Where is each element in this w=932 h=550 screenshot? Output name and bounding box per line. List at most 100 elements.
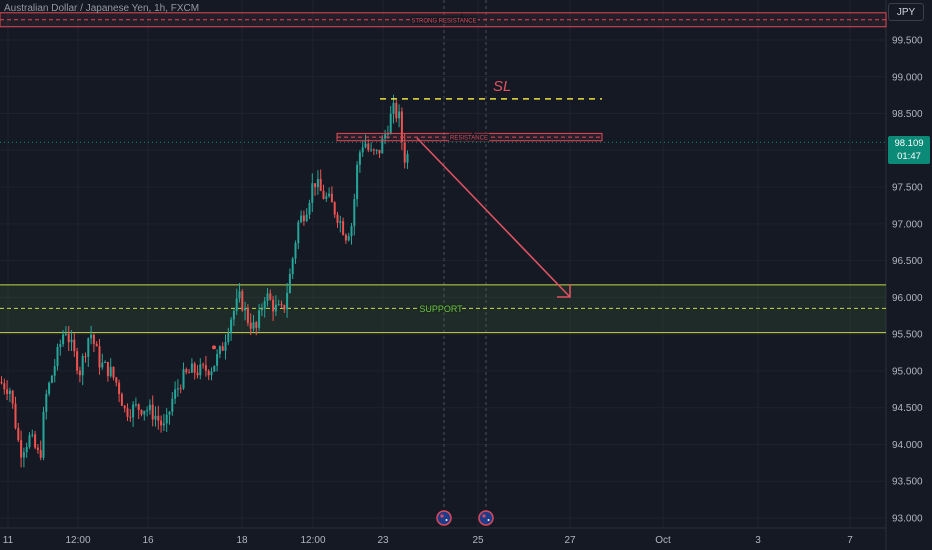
support-label: SUPPORT — [419, 304, 463, 314]
last-price-value: 98.109 — [894, 138, 924, 149]
time-axis-tick: 23 — [377, 535, 389, 546]
candle-body — [249, 322, 252, 329]
candle-body — [305, 214, 308, 222]
candle-body — [258, 310, 261, 328]
candle-body — [48, 382, 51, 394]
candle-body — [314, 183, 317, 188]
price-axis-tick: 96.000 — [892, 293, 923, 304]
time-axis-tick: 25 — [472, 535, 484, 546]
candle-body — [255, 322, 258, 328]
candle-body — [148, 404, 151, 411]
candle-body — [375, 149, 378, 151]
candle-body — [216, 353, 219, 366]
candle-body — [3, 383, 6, 390]
candle-body — [353, 199, 356, 227]
candle-body — [64, 333, 67, 335]
candle-body — [370, 149, 373, 151]
candle-body — [381, 138, 384, 154]
candle-body — [171, 398, 174, 412]
candle-body — [59, 344, 62, 348]
candle-body — [134, 404, 137, 406]
candle-body — [241, 291, 244, 311]
australia-flag-icon[interactable] — [478, 510, 494, 526]
candle-body — [101, 362, 104, 368]
candle-body — [39, 450, 42, 458]
candle-body — [126, 408, 129, 417]
candle-body — [269, 293, 272, 300]
candle-body — [162, 423, 165, 426]
chart-title: Australian Dollar / Japanese Yen, 1h, FX… — [4, 3, 200, 14]
candle-body — [322, 190, 325, 199]
candle-body — [0, 381, 3, 384]
candle-body — [356, 164, 359, 200]
currency-button[interactable]: JPY — [888, 3, 924, 21]
candle-body — [36, 447, 39, 451]
candle-body — [400, 111, 403, 143]
price-axis-tick: 94.500 — [892, 403, 923, 414]
candle-body — [90, 334, 93, 339]
candle-body — [339, 221, 342, 223]
candle-body — [286, 293, 289, 310]
candle-body — [168, 411, 171, 415]
candle-body — [319, 178, 322, 191]
candle-body — [325, 196, 328, 199]
candle-body — [157, 415, 160, 421]
candle-body — [115, 377, 118, 383]
candle-body — [73, 339, 76, 352]
candle-body — [112, 366, 115, 378]
candle-body — [386, 133, 389, 135]
time-axis-tick: 16 — [142, 535, 154, 546]
candle-body — [291, 258, 294, 274]
candle-body — [308, 202, 311, 215]
candle-body — [160, 420, 163, 426]
candle-body — [28, 435, 31, 447]
price-axis-tick: 94.000 — [892, 440, 923, 451]
candle-body — [76, 351, 79, 371]
resistance-label: RESISTANCE — [450, 136, 488, 142]
price-axis-tick: 93.500 — [892, 477, 923, 488]
candle-body — [190, 363, 193, 373]
candle-body — [274, 304, 277, 312]
candle-body — [244, 307, 247, 311]
candle-body — [84, 356, 87, 358]
candle-body — [67, 333, 70, 343]
time-axis-tick: 3 — [755, 535, 761, 546]
candle-body — [384, 134, 387, 139]
target-arrow-line[interactable] — [416, 137, 571, 298]
candle-body — [238, 291, 241, 299]
candle-body — [316, 178, 319, 188]
candle-body — [328, 193, 331, 197]
candle-body — [42, 411, 45, 458]
australia-flag-icon[interactable] — [436, 510, 452, 526]
candle-body — [199, 364, 202, 376]
candle-body — [347, 236, 350, 241]
candle-body — [344, 234, 347, 241]
candle-body — [176, 388, 179, 390]
candle-body — [17, 427, 20, 441]
last-price-label: 98.109 01:47 — [888, 136, 930, 164]
candle-body — [213, 365, 216, 372]
price-axis-tick: 99.500 — [892, 36, 923, 47]
candle-body — [260, 309, 263, 311]
candle-body — [120, 394, 123, 406]
candle-body — [392, 102, 395, 114]
candle-body — [140, 409, 143, 415]
candle-body — [11, 390, 14, 404]
candle-body — [224, 342, 227, 351]
candle-body — [389, 113, 392, 134]
candle-body — [123, 405, 126, 409]
candle-body — [350, 226, 353, 237]
candle-body — [372, 149, 375, 151]
candle-body — [204, 365, 207, 371]
candle-body — [294, 243, 297, 259]
candle-body — [87, 338, 90, 357]
candle-body — [406, 154, 409, 163]
strong-resistance-label: STRONG RESISTANCE — [411, 18, 476, 24]
candle-body — [207, 370, 210, 376]
candle-body — [6, 389, 9, 394]
bar-countdown: 01:47 — [897, 151, 921, 162]
price-axis-tick: 99.000 — [892, 72, 923, 83]
candle-body — [182, 369, 185, 389]
candle-body — [280, 304, 283, 306]
